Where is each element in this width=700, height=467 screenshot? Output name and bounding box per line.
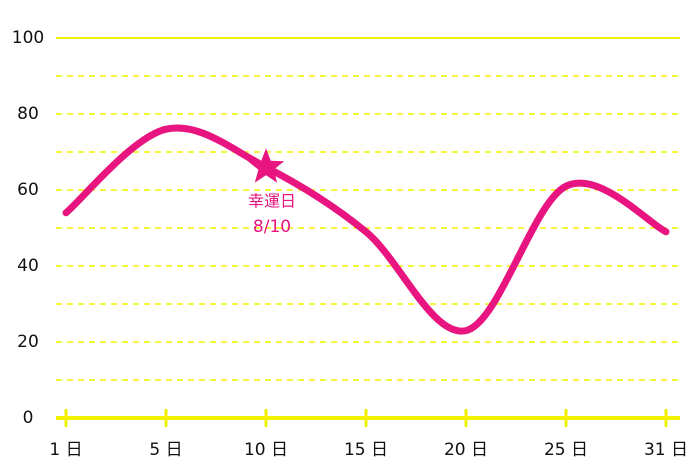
- line-series: [62, 124, 670, 335]
- x-tick-label: 5 日: [149, 440, 182, 460]
- y-tick-label: 60: [17, 180, 39, 200]
- annotation-date: 8/10: [253, 217, 291, 237]
- y-tick-label: 80: [17, 104, 39, 124]
- y-tick-label: 20: [17, 332, 39, 352]
- x-tick-label: 20 日: [444, 440, 488, 460]
- y-tick-label: 100: [12, 28, 44, 48]
- x-tick-label: 10 日: [244, 440, 288, 460]
- y-tick-label: 40: [17, 256, 39, 276]
- annotation-label: 幸運日: [248, 192, 296, 211]
- x-tick-label: 25 日: [544, 440, 588, 460]
- x-tick-label: 31 日: [644, 440, 688, 460]
- star-marker: [247, 148, 285, 183]
- x-tick-label: 15 日: [344, 440, 388, 460]
- y-tick-label: 0: [23, 408, 34, 428]
- x-tick-label: 1 日: [49, 440, 82, 460]
